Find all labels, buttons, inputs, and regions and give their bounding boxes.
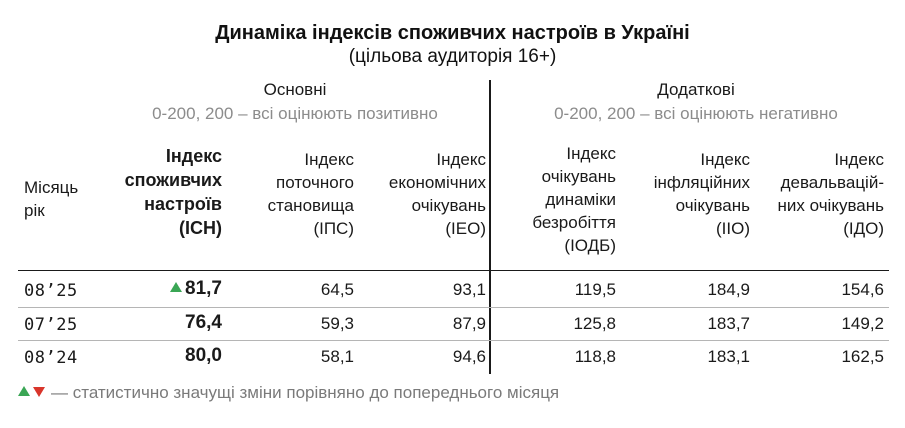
header-rule: [18, 270, 889, 271]
header-ips-line-2: становища: [267, 196, 354, 215]
header-ich-line-0: Індекс: [165, 146, 222, 166]
header-ido-line-3: (ІДО): [843, 219, 884, 238]
header-ich: Індекс споживчих настроїв (ІСН): [100, 142, 222, 240]
group-extra-label: Додаткові: [657, 80, 735, 99]
header-iio: Індекс інфляційних очікувань (ІІО): [624, 142, 750, 240]
cell-value: 80,0: [185, 345, 222, 366]
row-rule-2: [18, 340, 889, 341]
group-separator: [489, 80, 491, 374]
row-2-iodb: 118,8: [496, 347, 616, 367]
row-1-ips: 59,3: [230, 314, 354, 334]
row-rule-1: [18, 307, 889, 308]
row-0-iio: 184,9: [624, 280, 750, 300]
header-iio-line-2: очікувань: [675, 196, 750, 215]
row-0-ips: 64,5: [230, 280, 354, 300]
header-ieo-line-3: (ІЕО): [445, 219, 486, 238]
header-month-line-1: рік: [24, 201, 45, 220]
header-ieo: Індекс економічних очікувань (ІЕО): [362, 142, 486, 240]
header-iio-line-3: (ІІО): [716, 219, 750, 238]
legend-icons: [18, 383, 45, 403]
legend: — статистично значущі зміни порівняно до…: [18, 383, 559, 403]
row-1-iodb: 125,8: [496, 314, 616, 334]
header-iio-line-1: інфляційних: [653, 173, 750, 192]
cell-value: 87,9: [452, 314, 486, 333]
cell-value: 64,5: [320, 280, 354, 299]
cell-value: 162,5: [841, 347, 884, 366]
header-iodb-line-1: очікувань: [541, 167, 616, 186]
row-0-iodb: 119,5: [496, 280, 616, 300]
row-0-month: 08’25: [24, 281, 78, 301]
cell-value: 119,5: [574, 280, 616, 299]
row-0-ich: 81,7: [100, 278, 222, 300]
cell-value: 94,6: [452, 347, 486, 366]
header-ips-line-0: Індекс: [304, 150, 354, 169]
group-main-label: Основні: [263, 80, 327, 99]
cell-value: 125,8: [573, 314, 616, 333]
row-2-ips: 58,1: [230, 347, 354, 367]
row-1-ido: 149,2: [758, 314, 884, 334]
header-ips: Індекс поточного становища (ІПС): [230, 142, 354, 240]
header-ido: Індекс девальвацій-них очікувань (ІДО): [758, 142, 885, 240]
triangle-up-icon: [170, 282, 183, 292]
row-2-ich: 80,0: [100, 345, 222, 367]
cell-value: 58,1: [320, 347, 354, 366]
header-ips-line-1: поточного: [276, 173, 354, 192]
triangle-down-icon: [33, 387, 45, 397]
header-ich-line-1: споживчих: [124, 170, 222, 190]
cell-value: 118,8: [574, 347, 616, 366]
cell-value: 183,7: [707, 314, 750, 333]
row-1-iio: 183,7: [624, 314, 750, 334]
row-0-ieo: 93,1: [362, 280, 486, 300]
header-iodb-line-0: Індекс: [566, 144, 616, 163]
cell-value: 76,4: [185, 312, 222, 333]
row-2-month: 08’24: [24, 348, 78, 368]
cell-value: 184,9: [707, 280, 750, 299]
row-2-iio: 183,1: [624, 347, 750, 367]
cell-value: 149,2: [841, 314, 884, 333]
triangle-up-icon: [18, 386, 30, 396]
row-1-month: 07’25: [24, 315, 78, 335]
header-iodb-line-4: (ІОДБ): [564, 236, 616, 255]
chart-title: Динаміка індексів споживчих настроїв в У…: [215, 22, 690, 44]
header-month-line-0: Місяць: [24, 178, 79, 197]
group-extra-range: 0-200, 200 – всі оцінюють негативно: [554, 104, 838, 123]
header-iio-line-0: Індекс: [700, 150, 750, 169]
header-ido-line-0: Індекс: [834, 150, 884, 169]
header-ips-line-3: (ІПС): [313, 219, 354, 238]
row-2-ido: 162,5: [758, 347, 884, 367]
cell-value: 183,1: [707, 347, 750, 366]
header-month: Місяць рік: [24, 150, 114, 222]
header-ido-line-2: них очікувань: [777, 196, 885, 215]
legend-text: — статистично значущі зміни порівняно до…: [51, 383, 560, 402]
cell-value: 59,3: [320, 314, 354, 333]
cell-value: 81,7: [185, 278, 222, 299]
header-ido-line-1: девальвацій-: [780, 173, 884, 192]
header-iodb: Індекс очікувань динаміки безробіття (ІОДБ): [496, 142, 616, 257]
header-iodb-line-2: динаміки: [545, 190, 616, 209]
group-main-range: 0-200, 200 – всі оцінюють позитивно: [152, 104, 438, 123]
header-iodb-line-3: безробіття: [532, 213, 616, 232]
header-ich-line-2: настроїв: [144, 194, 222, 214]
row-2-ieo: 94,6: [362, 347, 486, 367]
cell-value: 154,6: [841, 280, 884, 299]
row-0-ido: 154,6: [758, 280, 884, 300]
cell-value: 93,1: [452, 280, 486, 299]
chart-subtitle: (цільова аудиторія 16+): [348, 46, 557, 67]
header-ieo-line-0: Індекс: [436, 150, 486, 169]
header-ieo-line-2: очікувань: [411, 196, 486, 215]
row-1-ieo: 87,9: [362, 314, 486, 334]
header-ieo-line-1: економічних: [388, 173, 486, 192]
header-ich-line-3: (ІСН): [179, 218, 222, 238]
row-1-ich: 76,4: [100, 312, 222, 334]
